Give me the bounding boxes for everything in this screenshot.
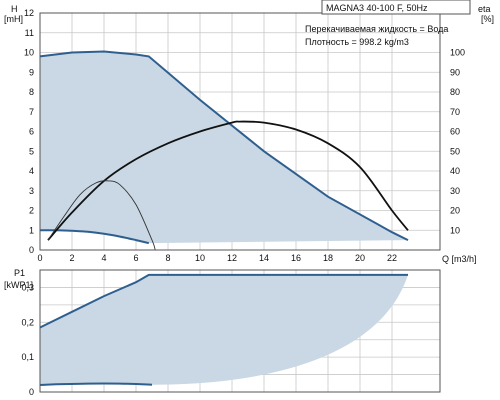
x-tick-label: 14	[259, 253, 269, 263]
power-panel: 0 0,1 0,2 0,3 P1 [kWP1]	[4, 268, 441, 397]
y2-tick-label: 40	[450, 166, 460, 176]
power-tick-label: 0	[29, 387, 34, 397]
operating-range-area	[40, 51, 408, 244]
power-axis-label-symbol: P1	[14, 268, 25, 278]
chart-title: MAGNA3 40-100 F, 50Hz	[326, 3, 428, 13]
y2-tick-label: 60	[450, 127, 460, 137]
efficiency-max-curve	[47, 120, 409, 241]
y2-axis-label-symbol: eta	[478, 4, 491, 14]
y-tick-label: 5	[29, 146, 34, 156]
annotation-density: Плотность = 998.2 kg/m3	[305, 37, 409, 47]
power-range-area	[40, 274, 408, 385]
power-tick-label: 0,1	[21, 352, 34, 362]
y2-tick-label: 70	[450, 107, 460, 117]
x-tick-label: 10	[195, 253, 205, 263]
y-tick-label: 11	[25, 28, 34, 38]
efficiency-min-curve	[47, 180, 156, 251]
x-tick-label: 16	[291, 253, 301, 263]
y2-tick-label: 20	[450, 206, 460, 216]
y-tick-label: 0	[29, 245, 34, 255]
title-box	[321, 0, 471, 15]
y2-axis-label-unit: [%]	[481, 14, 494, 24]
x-tick-label: 4	[101, 253, 106, 263]
max-head-curve	[39, 50, 409, 241]
head-plot-frame	[39, 12, 441, 251]
y-tick-label: 2	[29, 206, 34, 216]
y2-tick-label: 100	[450, 48, 465, 58]
power-tick-labels: 0 0,1 0,2 0,3	[21, 282, 34, 397]
x-tick-label: 18	[323, 253, 333, 263]
y-tick-label: 7	[29, 107, 34, 117]
x-tick-label: 6	[133, 253, 138, 263]
power-tick-label: 0,2	[21, 317, 34, 327]
head-tick-labels: 0 2 4 6 8 10 12 14 16 18 20 22012345678910111210203…	[24, 8, 465, 263]
y-tick-label: 12	[24, 8, 34, 18]
power-axis-label-unit: [kWP1]	[4, 280, 33, 290]
y-tick-label: 6	[29, 127, 34, 137]
annotation-fluid: Перекачиваемая жидкость = Вода	[305, 24, 448, 34]
x-tick-label: 8	[165, 253, 170, 263]
x-axis-label: Q [m3/h]	[442, 254, 477, 264]
y2-tick-label: 30	[450, 186, 460, 196]
y-tick-label: 3	[29, 186, 34, 196]
y2-tick-label: 90	[450, 67, 460, 77]
head-panel: 0 2 4 6 8 10 12 14 16 18 20 22012345678910111210203…	[4, 0, 494, 264]
min-power-curve	[39, 382, 153, 386]
y2-tick-label: 80	[450, 87, 460, 97]
power-tick-label: 0,3	[21, 282, 34, 292]
y-axis-label-symbol: H	[11, 4, 18, 14]
y-tick-label: 1	[29, 225, 34, 235]
power-plot-frame	[39, 269, 441, 393]
x-tick-label: 20	[355, 253, 365, 263]
y-tick-label: 8	[29, 87, 34, 97]
y-tick-label: 10	[24, 48, 34, 58]
y-tick-label: 4	[29, 166, 34, 176]
y2-tick-label: 10	[450, 225, 460, 235]
x-tick-label: 2	[69, 253, 74, 263]
max-power-curve	[39, 273, 408, 329]
y2-tick-label: 50	[450, 146, 460, 156]
x-tick-label: 12	[227, 253, 237, 263]
y-axis-label-unit: [mH]	[4, 14, 23, 24]
x-tick-label: 22	[387, 253, 397, 263]
y-tick-label: 9	[29, 67, 34, 77]
x-tick-label: 0	[37, 253, 42, 263]
